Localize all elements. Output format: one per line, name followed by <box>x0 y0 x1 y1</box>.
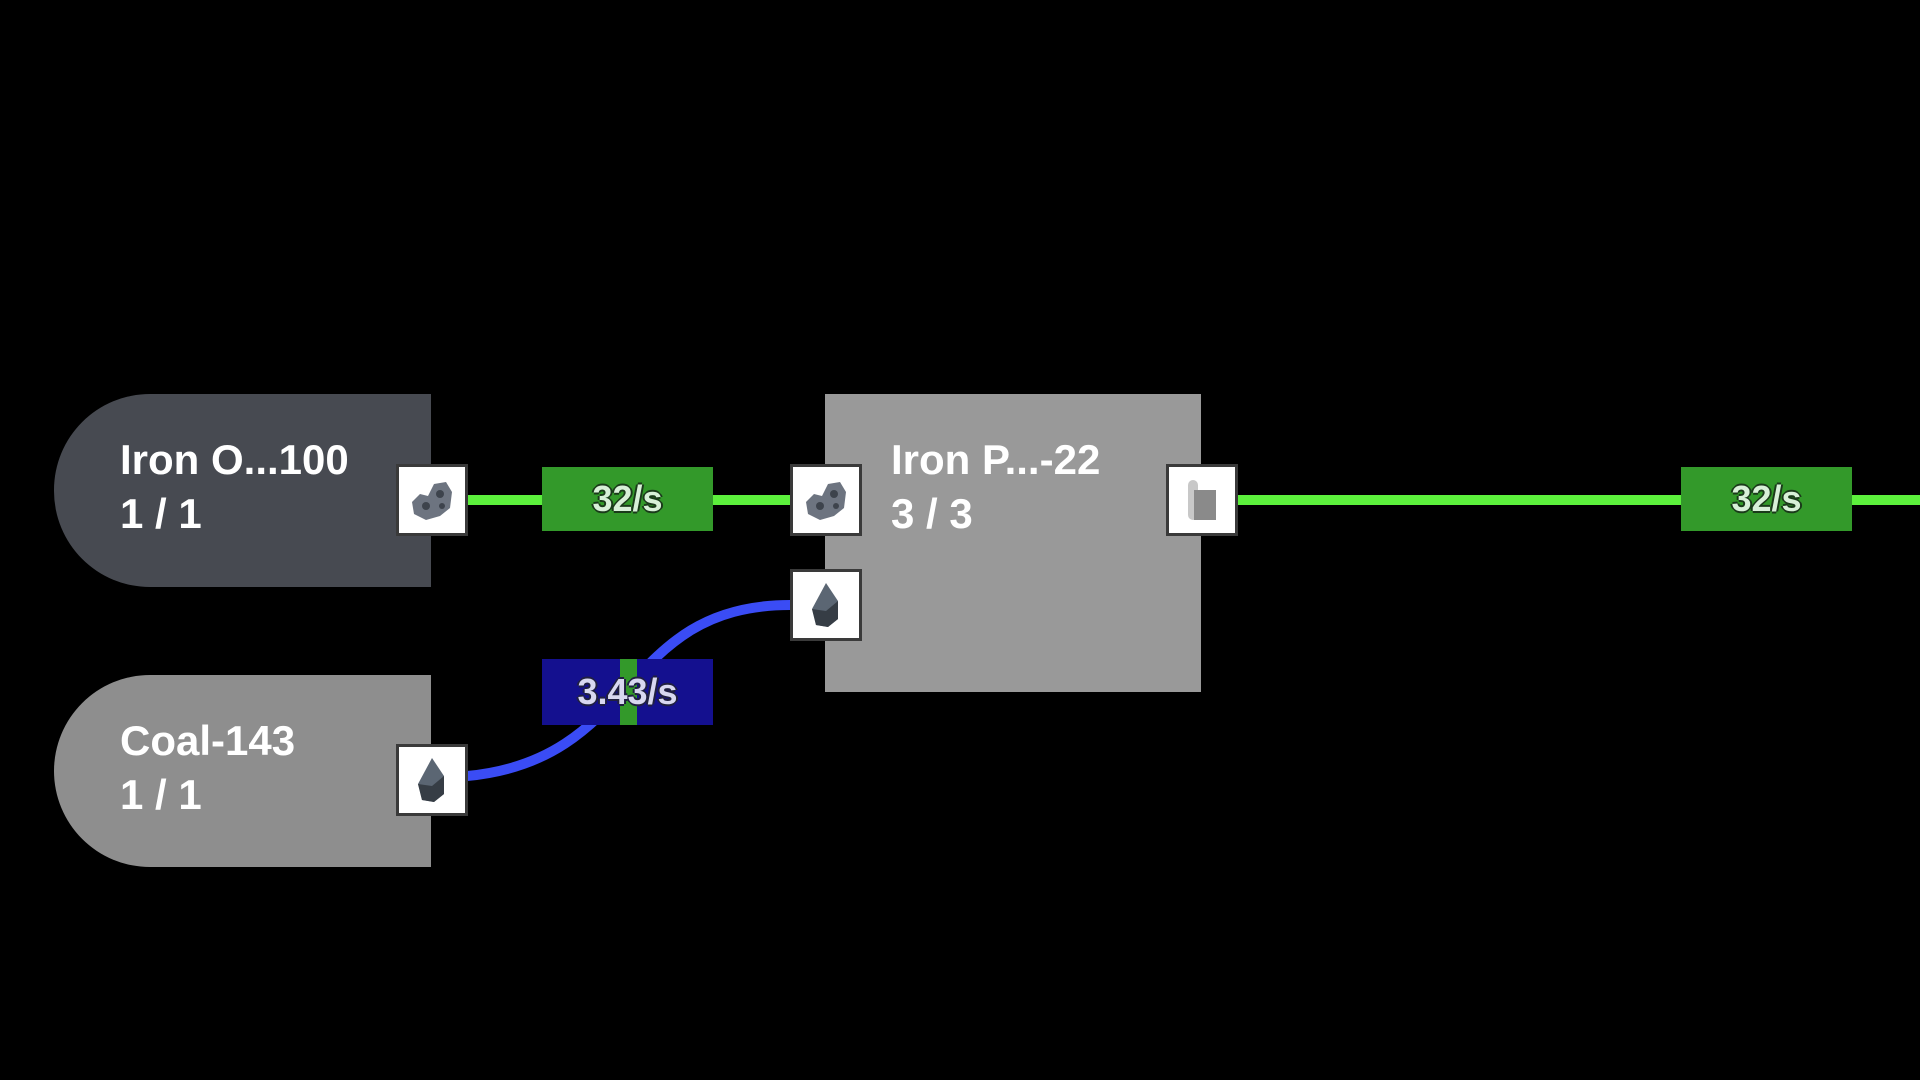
iron-ore-icon <box>412 482 452 520</box>
rate-label-coal[interactable]: 3.43/s <box>542 659 713 725</box>
iron-plate-icon <box>1188 480 1216 520</box>
node-title: Iron O...100 <box>120 436 349 483</box>
node-count: 1 / 1 <box>120 771 202 818</box>
coal-input-port[interactable] <box>790 569 862 641</box>
rate-label-plate-out[interactable]: 32/s <box>1681 467 1852 531</box>
iron-ore-icon <box>806 482 846 520</box>
node-iron-ore[interactable]: Iron O...100 1 / 1 <box>54 394 431 587</box>
node-iron-plate[interactable]: Iron P...-22 3 / 3 <box>825 394 1201 692</box>
node-title: Iron P...-22 <box>891 436 1101 483</box>
node-coal[interactable]: Coal-143 1 / 1 <box>54 675 431 867</box>
rate-text: 32/s <box>592 478 663 519</box>
coal-output-port[interactable] <box>396 744 468 816</box>
rate-label-ore[interactable]: 32/s <box>542 467 713 531</box>
iron-ore-output-port[interactable] <box>396 464 468 536</box>
node-count: 1 / 1 <box>120 490 202 537</box>
node-title: Coal-143 <box>120 717 296 764</box>
coal-icon <box>418 758 444 802</box>
node-count: 3 / 3 <box>891 490 973 537</box>
rate-text: 32/s <box>1731 478 1802 519</box>
iron-plate-output-port[interactable] <box>1166 464 1238 536</box>
rate-text: 3.43/s <box>577 671 678 712</box>
iron-ore-input-port[interactable] <box>790 464 862 536</box>
coal-icon <box>812 583 838 627</box>
